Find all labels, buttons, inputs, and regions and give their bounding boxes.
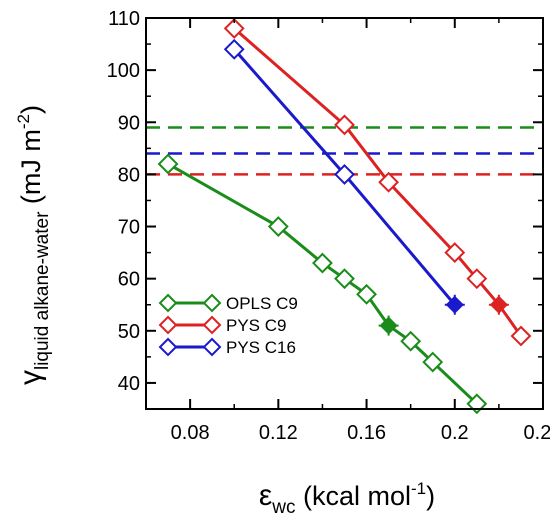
series-layer: [157, 18, 532, 415]
x-axis-label-sup: -1: [411, 479, 426, 498]
data-point: [334, 163, 355, 185]
data-point: [334, 268, 355, 290]
data-point: [312, 252, 333, 274]
legend: OPLS C9 PYS C9 PYS C16: [158, 293, 298, 357]
y-tick-label: 70: [118, 217, 140, 239]
x-tick-label: 0.12: [259, 422, 298, 444]
x-tick-label: 0.24: [524, 422, 550, 444]
axis-ticks: 0.08 0.12 0.16 0.2 0.24 40 50 60 70 80 90 100 110: [107, 8, 550, 444]
legend-marker: [158, 337, 178, 357]
data-point: [356, 283, 377, 305]
y-tick-label: 100: [107, 60, 140, 82]
y-axis-label: γliquid alkane-water (mJ m-2): [14, 105, 53, 385]
data-point: [334, 114, 355, 136]
x-axis-label-sub: wc: [271, 497, 295, 518]
y-tick-label: 60: [118, 269, 140, 291]
highlight-point: [379, 316, 398, 335]
x-axis-label-rest: (kcal mol: [295, 481, 411, 511]
x-axis-label-end: ): [426, 481, 435, 511]
legend-label: PYS C9: [226, 316, 286, 335]
data-point: [267, 216, 289, 237]
legend-label: OPLS C9: [226, 294, 298, 313]
y-tick-label: 90: [118, 112, 140, 134]
x-tick-label: 0.16: [347, 422, 386, 444]
y-axis-label-sup: -2: [14, 114, 33, 129]
y-tick-label: 50: [118, 321, 140, 343]
y-tick-label: 110: [108, 8, 140, 30]
x-tick-label: 0.08: [171, 422, 210, 444]
legend-marker: [202, 315, 222, 335]
data-point: [223, 38, 245, 60]
x-axis-label: εwc (kcal mol-1): [259, 479, 435, 518]
data-point: [223, 18, 245, 39]
highlight-point: [489, 295, 508, 314]
highlight-point: [445, 295, 464, 314]
y-axis-label-sub: liquid alkane-water: [32, 211, 53, 370]
x-axis-label-main: ε: [259, 479, 272, 512]
legend-marker: [202, 293, 222, 313]
data-point: [510, 325, 532, 347]
series-line-2: [233, 27, 523, 337]
data-point: [378, 171, 400, 193]
legend-marker: [202, 337, 222, 357]
data-point: [400, 330, 422, 352]
y-tick-label: 40: [118, 373, 140, 395]
y-axis-label-rest: (mJ m: [16, 129, 46, 211]
plot-frame: [145, 17, 544, 410]
y-axis-label-end: ): [16, 105, 46, 114]
data-point: [157, 153, 179, 175]
x-tick-label: 0.2: [441, 422, 469, 444]
data-point: [444, 242, 466, 264]
legend-marker: [158, 293, 178, 313]
data-point: [466, 268, 488, 290]
data-point: [422, 351, 444, 373]
y-axis-label-main: γ: [14, 370, 47, 385]
legend-label: PYS C16: [226, 338, 296, 357]
y-tick-label: 80: [118, 164, 140, 186]
legend-marker: [158, 315, 178, 335]
